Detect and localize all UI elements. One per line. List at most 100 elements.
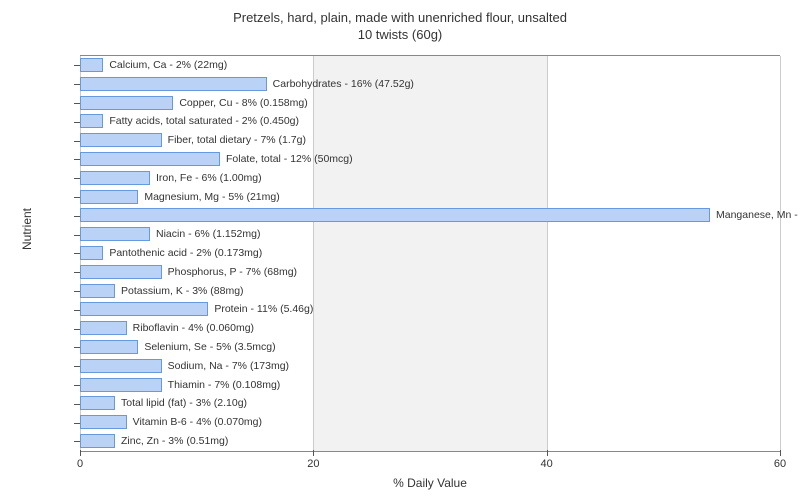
bar-row: Magnesium, Mg - 5% (21mg) [80, 188, 780, 207]
y-tick [74, 366, 80, 367]
x-tick [780, 450, 781, 456]
bar-label: Niacin - 6% (1.152mg) [156, 227, 260, 241]
bar [80, 133, 162, 147]
y-tick [74, 253, 80, 254]
x-tick [547, 450, 548, 456]
y-tick [74, 441, 80, 442]
bar [80, 246, 103, 260]
bar-row: Fiber, total dietary - 7% (1.7g) [80, 131, 780, 150]
bar-label: Riboflavin - 4% (0.060mg) [133, 321, 254, 335]
x-axis-label: % Daily Value [80, 476, 780, 490]
bar [80, 58, 103, 72]
bar-row: Manganese, Mn - 54% (1.073mg) [80, 206, 780, 225]
bar-row: Thiamin - 7% (0.108mg) [80, 376, 780, 395]
y-tick [74, 122, 80, 123]
bar-row: Total lipid (fat) - 3% (2.10g) [80, 394, 780, 413]
bar-row: Niacin - 6% (1.152mg) [80, 225, 780, 244]
bar-label: Protein - 11% (5.46g) [214, 302, 313, 316]
bar-row: Phosphorus, P - 7% (68mg) [80, 263, 780, 282]
y-tick [74, 385, 80, 386]
bar-row: Copper, Cu - 8% (0.158mg) [80, 94, 780, 113]
y-tick [74, 84, 80, 85]
bar [80, 227, 150, 241]
y-tick [74, 235, 80, 236]
x-tick [313, 450, 314, 456]
bar-row: Pantothenic acid - 2% (0.173mg) [80, 244, 780, 263]
bar-label: Zinc, Zn - 3% (0.51mg) [121, 434, 228, 448]
y-tick [74, 329, 80, 330]
bar-label: Iron, Fe - 6% (1.00mg) [156, 171, 262, 185]
title-line-1: Pretzels, hard, plain, made with unenric… [233, 10, 567, 25]
y-tick [74, 216, 80, 217]
y-tick [74, 159, 80, 160]
bar [80, 208, 710, 222]
y-tick [74, 141, 80, 142]
bar-row: Selenium, Se - 5% (3.5mcg) [80, 338, 780, 357]
bar [80, 152, 220, 166]
bar-row: Sodium, Na - 7% (173mg) [80, 357, 780, 376]
bar-label: Calcium, Ca - 2% (22mg) [109, 58, 227, 72]
plot-area: Calcium, Ca - 2% (22mg) Carbohydrates - 1… [80, 55, 780, 452]
chart-title: Pretzels, hard, plain, made with unenric… [0, 0, 800, 44]
x-tick-label: 0 [77, 458, 83, 470]
bar-row: Carbohydrates - 16% (47.52g) [80, 75, 780, 94]
bar-row: Fatty acids, total saturated - 2% (0.450… [80, 112, 780, 131]
bar [80, 396, 115, 410]
bar-label: Sodium, Na - 7% (173mg) [168, 359, 289, 373]
bar-label: Phosphorus, P - 7% (68mg) [168, 265, 297, 279]
bar [80, 340, 138, 354]
bar-row: Potassium, K - 3% (88mg) [80, 282, 780, 301]
nutrition-bar-chart: Pretzels, hard, plain, made with unenric… [0, 0, 800, 500]
bar-label: Fiber, total dietary - 7% (1.7g) [168, 133, 306, 147]
bar-label: Folate, total - 12% (50mcg) [226, 152, 353, 166]
bar-label: Potassium, K - 3% (88mg) [121, 284, 244, 298]
bar-label: Fatty acids, total saturated - 2% (0.450… [109, 114, 299, 128]
bar [80, 415, 127, 429]
grid-line [780, 56, 781, 451]
y-tick [74, 423, 80, 424]
bar [80, 321, 127, 335]
y-tick [74, 178, 80, 179]
bar-row: Vitamin B-6 - 4% (0.070mg) [80, 413, 780, 432]
title-line-2: 10 twists (60g) [358, 27, 443, 42]
bar-row: Iron, Fe - 6% (1.00mg) [80, 169, 780, 188]
y-tick [74, 272, 80, 273]
bar [80, 114, 103, 128]
bar-label: Pantothenic acid - 2% (0.173mg) [109, 246, 262, 260]
bar-row: Zinc, Zn - 3% (0.51mg) [80, 432, 780, 451]
y-tick [74, 291, 80, 292]
x-tick-label: 40 [541, 458, 553, 470]
bar-row: Folate, total - 12% (50mcg) [80, 150, 780, 169]
bar [80, 302, 208, 316]
bar [80, 190, 138, 204]
y-tick [74, 103, 80, 104]
x-tick-label: 60 [774, 458, 786, 470]
bar-row: Calcium, Ca - 2% (22mg) [80, 56, 780, 75]
bar-label: Vitamin B-6 - 4% (0.070mg) [133, 415, 262, 429]
bar-row: Protein - 11% (5.46g) [80, 300, 780, 319]
y-tick [74, 197, 80, 198]
bar-row: Riboflavin - 4% (0.060mg) [80, 319, 780, 338]
y-tick [74, 65, 80, 66]
bar-label: Manganese, Mn - 54% (1.073mg) [716, 208, 800, 222]
bar-label: Selenium, Se - 5% (3.5mcg) [144, 340, 275, 354]
bar-label: Copper, Cu - 8% (0.158mg) [179, 96, 307, 110]
bar-label: Thiamin - 7% (0.108mg) [168, 378, 281, 392]
bar [80, 96, 173, 110]
y-tick [74, 310, 80, 311]
bar [80, 434, 115, 448]
x-axis: % Daily Value 0204060 [80, 450, 780, 490]
y-axis-label: Nutrient [20, 208, 34, 250]
bar [80, 265, 162, 279]
y-tick [74, 404, 80, 405]
bar-label: Magnesium, Mg - 5% (21mg) [144, 190, 279, 204]
bar [80, 171, 150, 185]
x-tick [80, 450, 81, 456]
x-tick-label: 20 [307, 458, 319, 470]
y-tick [74, 347, 80, 348]
bar [80, 359, 162, 373]
bar [80, 284, 115, 298]
bar [80, 77, 267, 91]
bar [80, 378, 162, 392]
bar-label: Total lipid (fat) - 3% (2.10g) [121, 396, 247, 410]
